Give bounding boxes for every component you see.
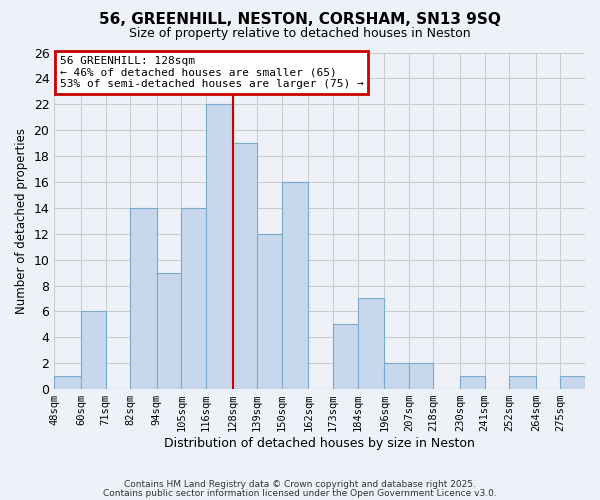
Bar <box>54 376 81 389</box>
Bar <box>257 234 282 389</box>
Bar <box>81 312 106 389</box>
Text: 56, GREENHILL, NESTON, CORSHAM, SN13 9SQ: 56, GREENHILL, NESTON, CORSHAM, SN13 9SQ <box>99 12 501 28</box>
Bar <box>409 363 433 389</box>
Bar <box>385 363 409 389</box>
Bar <box>157 272 181 389</box>
Bar <box>233 143 257 389</box>
Y-axis label: Number of detached properties: Number of detached properties <box>15 128 28 314</box>
Bar <box>181 208 206 389</box>
Bar <box>358 298 385 389</box>
Bar <box>282 182 308 389</box>
Bar <box>460 376 485 389</box>
Bar <box>206 104 233 389</box>
Bar <box>560 376 585 389</box>
Text: Contains public sector information licensed under the Open Government Licence v3: Contains public sector information licen… <box>103 488 497 498</box>
Text: 56 GREENHILL: 128sqm
← 46% of detached houses are smaller (65)
53% of semi-detac: 56 GREENHILL: 128sqm ← 46% of detached h… <box>59 56 364 89</box>
Text: Contains HM Land Registry data © Crown copyright and database right 2025.: Contains HM Land Registry data © Crown c… <box>124 480 476 489</box>
Bar <box>130 208 157 389</box>
X-axis label: Distribution of detached houses by size in Neston: Distribution of detached houses by size … <box>164 437 475 450</box>
Bar <box>509 376 536 389</box>
Bar <box>333 324 358 389</box>
Text: Size of property relative to detached houses in Neston: Size of property relative to detached ho… <box>129 28 471 40</box>
